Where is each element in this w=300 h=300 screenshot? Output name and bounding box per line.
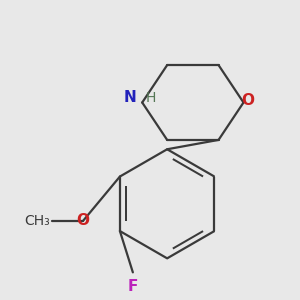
Text: O: O (242, 94, 255, 109)
Text: O: O (76, 213, 89, 228)
Text: H: H (145, 91, 156, 105)
Text: N: N (123, 90, 136, 105)
Text: F: F (128, 279, 138, 294)
Text: CH₃: CH₃ (25, 214, 50, 228)
